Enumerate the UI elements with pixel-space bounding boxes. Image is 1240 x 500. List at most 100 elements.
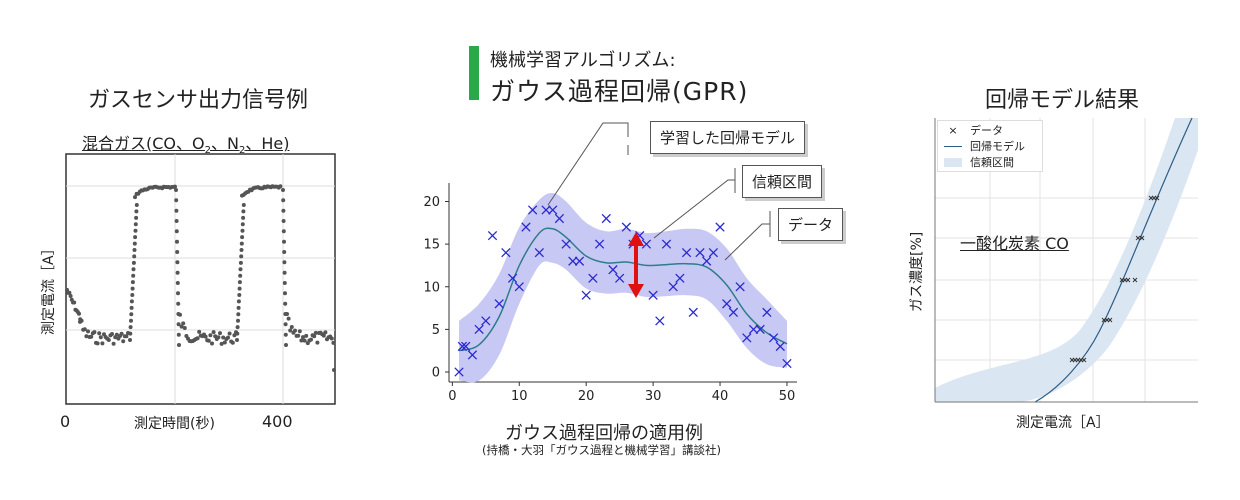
signal-dot xyxy=(129,312,134,317)
signal-dot xyxy=(236,299,241,304)
gpr-data-point xyxy=(748,324,759,335)
signal-dot xyxy=(114,332,119,337)
gpr-data-point xyxy=(487,230,498,241)
signal-dot xyxy=(312,334,317,339)
gpr-data-point xyxy=(648,290,658,300)
right-legend: × データ 回帰モデル 信頼区間 xyxy=(937,120,1043,172)
gpr-data-point xyxy=(782,358,792,369)
gpr-source: (持橋・大羽「ガウス過程と機械学習」講談社) xyxy=(482,443,721,457)
signal-dot xyxy=(329,336,334,341)
right-data-point xyxy=(1125,277,1131,283)
signal-dot xyxy=(241,209,246,214)
gpr-xtick-label: 10 xyxy=(511,389,528,404)
signal-dot xyxy=(128,338,132,342)
header-accent-bar xyxy=(469,46,479,100)
signal-dot xyxy=(128,331,133,336)
signal-dot xyxy=(195,336,200,341)
signal-dot xyxy=(293,328,297,333)
signal-dot xyxy=(182,326,187,330)
signal-dot xyxy=(239,248,244,252)
signal-dot xyxy=(97,331,102,336)
signal-dot xyxy=(241,215,246,220)
signal-dot xyxy=(175,270,180,275)
signal-dot xyxy=(174,188,178,192)
gpr-xtick-label: 0 xyxy=(448,389,456,404)
gpr-data-point xyxy=(581,290,591,300)
signal-dot xyxy=(174,219,179,223)
signal-dot xyxy=(210,341,214,346)
right-confidence-band xyxy=(935,118,1198,402)
signal-dot xyxy=(332,368,336,372)
signal-dot xyxy=(77,311,81,316)
signal-dot xyxy=(67,290,72,295)
left-xlabel: 測定時間(秒) xyxy=(134,416,215,432)
signal-dot xyxy=(288,328,293,333)
gpr-ticks: 0 10 20 30 40 50 0 5 10 15 20 xyxy=(423,195,795,404)
signal-dot xyxy=(283,322,288,327)
signal-dot xyxy=(281,229,286,234)
signal-dot xyxy=(211,330,216,335)
signal-dot xyxy=(174,198,179,203)
gpr-data-point xyxy=(594,239,605,249)
signal-dot xyxy=(309,337,313,342)
signal-dot xyxy=(286,316,291,321)
gpr-data-point xyxy=(708,247,719,258)
signal-dot xyxy=(177,343,181,347)
right-data-points xyxy=(1069,195,1160,363)
signal-dot xyxy=(281,219,286,223)
signal-dot xyxy=(98,335,103,340)
signal-dot xyxy=(175,281,180,285)
gpr-data-point xyxy=(614,273,625,283)
gpr-data-point xyxy=(655,316,665,326)
gpr-data-point xyxy=(514,282,524,292)
legend-item-data: × データ xyxy=(944,123,1003,138)
signal-dot xyxy=(281,208,286,213)
signal-dot xyxy=(92,330,97,335)
gpr-data-point xyxy=(728,307,739,317)
left-panel-title: ガスセンサ出力信号例 xyxy=(88,88,309,113)
gpr-data-point xyxy=(762,307,772,317)
signal-dot xyxy=(79,318,84,323)
gpr-data-point xyxy=(688,307,698,317)
signal-dot xyxy=(132,254,137,259)
gpr-data-point xyxy=(474,324,484,335)
signal-dot xyxy=(281,198,286,203)
right-data-point xyxy=(1081,357,1087,363)
legend-item-interval: 信頼区間 xyxy=(944,155,1014,169)
right-xlabel: 測定電流［A］ xyxy=(1016,415,1110,431)
signal-dot xyxy=(174,208,179,213)
signal-dot xyxy=(65,287,69,292)
signal-dot xyxy=(131,260,136,265)
signal-dot xyxy=(282,250,287,254)
gpr-xtick-label: 30 xyxy=(645,389,662,404)
gpr-interval-arrow xyxy=(628,232,644,298)
callout-leader-model xyxy=(547,122,629,206)
signal-dot xyxy=(238,260,243,265)
signal-dot xyxy=(72,300,77,305)
signal-dot xyxy=(230,340,235,345)
signal-dot xyxy=(237,293,242,297)
signal-dot xyxy=(133,228,138,233)
gpr-data-point xyxy=(494,299,504,309)
legend-x-marker-icon: × xyxy=(948,123,958,137)
gpr-ytick-label: 20 xyxy=(423,195,440,210)
legend-label-model: 回帰モデル xyxy=(970,140,1025,153)
callout-model: 学習した回帰モデル xyxy=(650,121,806,154)
gpr-data-point xyxy=(735,282,745,292)
signal-dot xyxy=(282,239,286,244)
left-inner-label-part1: 混合ガス(CO、O xyxy=(82,134,205,153)
signal-dot xyxy=(282,270,287,275)
signal-dot xyxy=(82,327,87,332)
gpr-data-point xyxy=(695,247,705,258)
gpr-data-point xyxy=(461,341,471,352)
signal-dot xyxy=(282,260,287,265)
gpr-ytick-label: 15 xyxy=(423,238,440,253)
signal-dot xyxy=(238,267,243,272)
signal-dot xyxy=(284,343,288,347)
gpr-xtick-label: 50 xyxy=(779,389,796,404)
callout-interval: 信頼区間 xyxy=(742,165,823,198)
signal-dot xyxy=(240,228,245,233)
signal-dot xyxy=(134,209,139,214)
signal-dot xyxy=(134,215,139,220)
signal-dot xyxy=(321,333,326,338)
